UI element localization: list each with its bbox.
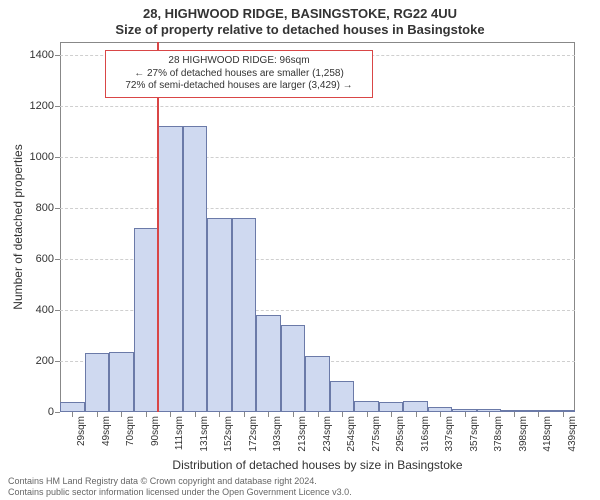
x-tick-label: 90sqm (150, 416, 161, 446)
x-tick-mark (342, 412, 343, 417)
y-tick-mark (55, 259, 60, 260)
histogram-bar (379, 402, 404, 412)
x-axis-label: Distribution of detached houses by size … (60, 458, 575, 472)
x-tick-label: 111sqm (174, 416, 185, 450)
y-tick-mark (55, 55, 60, 56)
y-tick-mark (55, 106, 60, 107)
histogram-bar (207, 218, 232, 412)
x-tick-mark (465, 412, 466, 417)
x-tick-mark (219, 412, 220, 417)
x-tick-label: 70sqm (125, 416, 136, 446)
x-tick-label: 254sqm (346, 416, 357, 452)
x-tick-label: 234sqm (322, 416, 333, 452)
y-tick-mark (55, 361, 60, 362)
chart-container: 28, HIGHWOOD RIDGE, BASINGSTOKE, RG22 4U… (0, 0, 600, 500)
y-axis-label: Number of detached properties (11, 144, 25, 309)
y-tick-label: 0 (48, 406, 54, 418)
y-tick-label: 400 (36, 304, 54, 316)
x-tick-mark (416, 412, 417, 417)
histogram-bar (305, 356, 330, 412)
histogram-bar (330, 381, 355, 412)
histogram-bar (158, 126, 183, 412)
annotation-line2: ← 27% of detached houses are smaller (1,… (112, 68, 366, 81)
x-tick-mark (97, 412, 98, 417)
highlight-line (157, 42, 159, 412)
histogram-bar (85, 353, 110, 412)
x-tick-mark (563, 412, 564, 417)
gridline (60, 208, 575, 209)
histogram-bar (183, 126, 208, 412)
x-tick-label: 357sqm (469, 416, 480, 452)
x-tick-label: 193sqm (272, 416, 283, 452)
x-tick-label: 295sqm (395, 416, 406, 452)
x-tick-mark (538, 412, 539, 417)
x-tick-label: 418sqm (542, 416, 553, 452)
x-tick-mark (268, 412, 269, 417)
x-tick-label: 337sqm (444, 416, 455, 452)
x-tick-mark (367, 412, 368, 417)
x-tick-mark (121, 412, 122, 417)
y-tick-label: 800 (36, 202, 54, 214)
y-tick-label: 1200 (30, 100, 54, 112)
x-tick-label: 172sqm (248, 416, 259, 452)
y-tick-mark (55, 412, 60, 413)
plot-area: 020040060080010001200140029sqm49sqm70sqm… (60, 42, 575, 412)
y-tick-label: 1000 (30, 151, 54, 163)
histogram-bar (232, 218, 257, 412)
x-tick-label: 131sqm (199, 416, 210, 452)
x-tick-label: 378sqm (493, 416, 504, 452)
histogram-bar (403, 401, 428, 412)
x-tick-mark (514, 412, 515, 417)
x-tick-label: 49sqm (101, 416, 112, 446)
histogram-bar (281, 325, 306, 412)
annotation-line1: 28 HIGHWOOD RIDGE: 96sqm (112, 55, 366, 68)
gridline (60, 106, 575, 107)
histogram-bar (134, 228, 159, 412)
x-tick-mark (72, 412, 73, 417)
x-tick-label: 398sqm (518, 416, 529, 452)
chart-title-line2: Size of property relative to detached ho… (0, 22, 600, 37)
y-tick-mark (55, 310, 60, 311)
x-tick-mark (170, 412, 171, 417)
annotation-line3: 72% of semi-detached houses are larger (… (112, 80, 366, 93)
y-tick-label: 1400 (30, 49, 54, 61)
y-tick-mark (55, 208, 60, 209)
footer-line2: Contains public sector information licen… (8, 487, 352, 498)
x-tick-mark (293, 412, 294, 417)
annotation-box: 28 HIGHWOOD RIDGE: 96sqm ← 27% of detach… (105, 50, 373, 98)
x-tick-label: 213sqm (297, 416, 308, 452)
x-tick-mark (146, 412, 147, 417)
x-tick-mark (195, 412, 196, 417)
x-tick-mark (489, 412, 490, 417)
y-tick-label: 200 (36, 355, 54, 367)
footer-line1: Contains HM Land Registry data © Crown c… (8, 476, 352, 487)
x-tick-label: 316sqm (420, 416, 431, 452)
histogram-bar (256, 315, 281, 412)
footer-attribution: Contains HM Land Registry data © Crown c… (8, 476, 352, 498)
chart-title-line1: 28, HIGHWOOD RIDGE, BASINGSTOKE, RG22 4U… (0, 6, 600, 21)
x-tick-label: 152sqm (223, 416, 234, 452)
y-tick-mark (55, 157, 60, 158)
histogram-bar (60, 402, 85, 412)
x-tick-mark (440, 412, 441, 417)
x-tick-mark (391, 412, 392, 417)
x-tick-mark (244, 412, 245, 417)
x-tick-mark (318, 412, 319, 417)
x-tick-label: 29sqm (76, 416, 87, 446)
histogram-bar (354, 401, 379, 412)
x-tick-label: 275sqm (371, 416, 382, 452)
gridline (60, 157, 575, 158)
x-tick-label: 439sqm (567, 416, 578, 452)
histogram-bar (109, 352, 134, 412)
y-tick-label: 600 (36, 253, 54, 265)
